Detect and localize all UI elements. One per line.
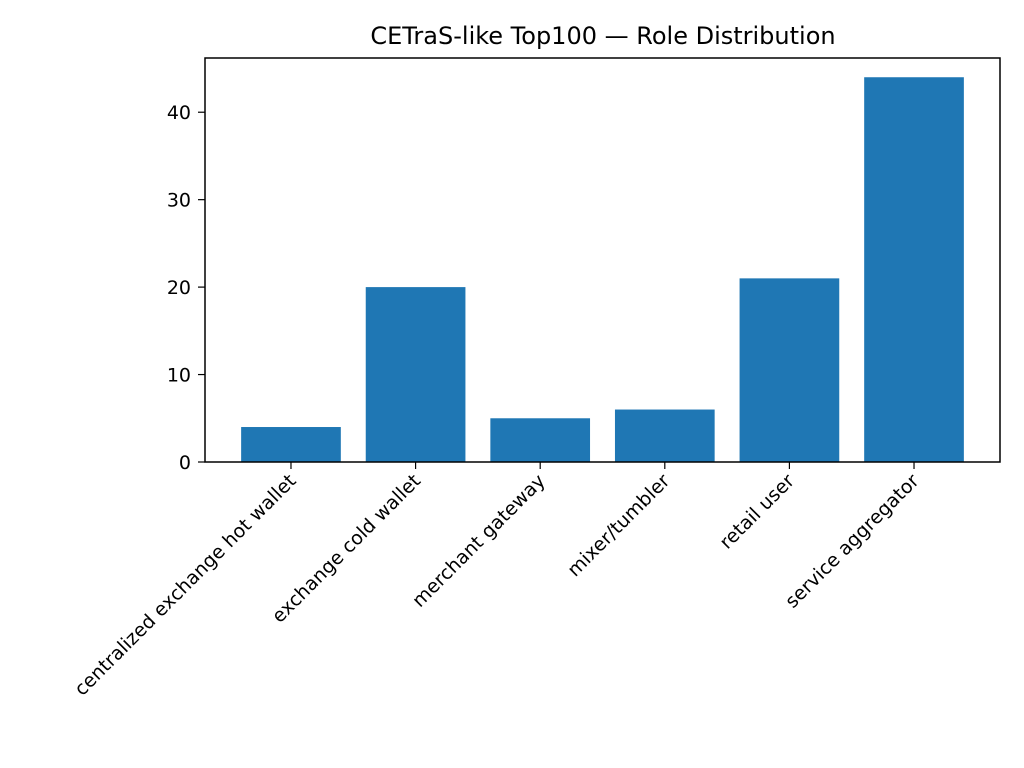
x-tick-label: retail user — [715, 470, 799, 554]
y-tick-label: 0 — [179, 452, 191, 474]
bar-2 — [490, 418, 591, 462]
bar-4 — [739, 278, 840, 462]
bars-layer — [241, 77, 964, 462]
y-tick-label: 20 — [167, 277, 191, 299]
y-axis: 0 10 20 30 40 — [167, 102, 205, 474]
x-axis: centralized exchange hot walletexchange … — [70, 462, 924, 700]
x-tick-label: centralized exchange hot wallet — [70, 470, 300, 700]
bar-3 — [614, 409, 715, 462]
y-tick-label: 40 — [167, 102, 191, 124]
bar-0 — [241, 427, 341, 462]
bar-1 — [365, 287, 466, 462]
chart-title: CETraS-like Top100 — Role Distribution — [370, 22, 835, 50]
x-tick-label: merchant gateway — [408, 470, 550, 612]
x-tick-label: service aggregator — [781, 470, 924, 613]
bar-5 — [864, 77, 964, 462]
x-tick-label: mixer/tumbler — [563, 470, 674, 581]
plot-frame — [204, 57, 1001, 463]
y-tick-label: 30 — [167, 190, 191, 212]
y-tick-label: 10 — [167, 365, 191, 387]
